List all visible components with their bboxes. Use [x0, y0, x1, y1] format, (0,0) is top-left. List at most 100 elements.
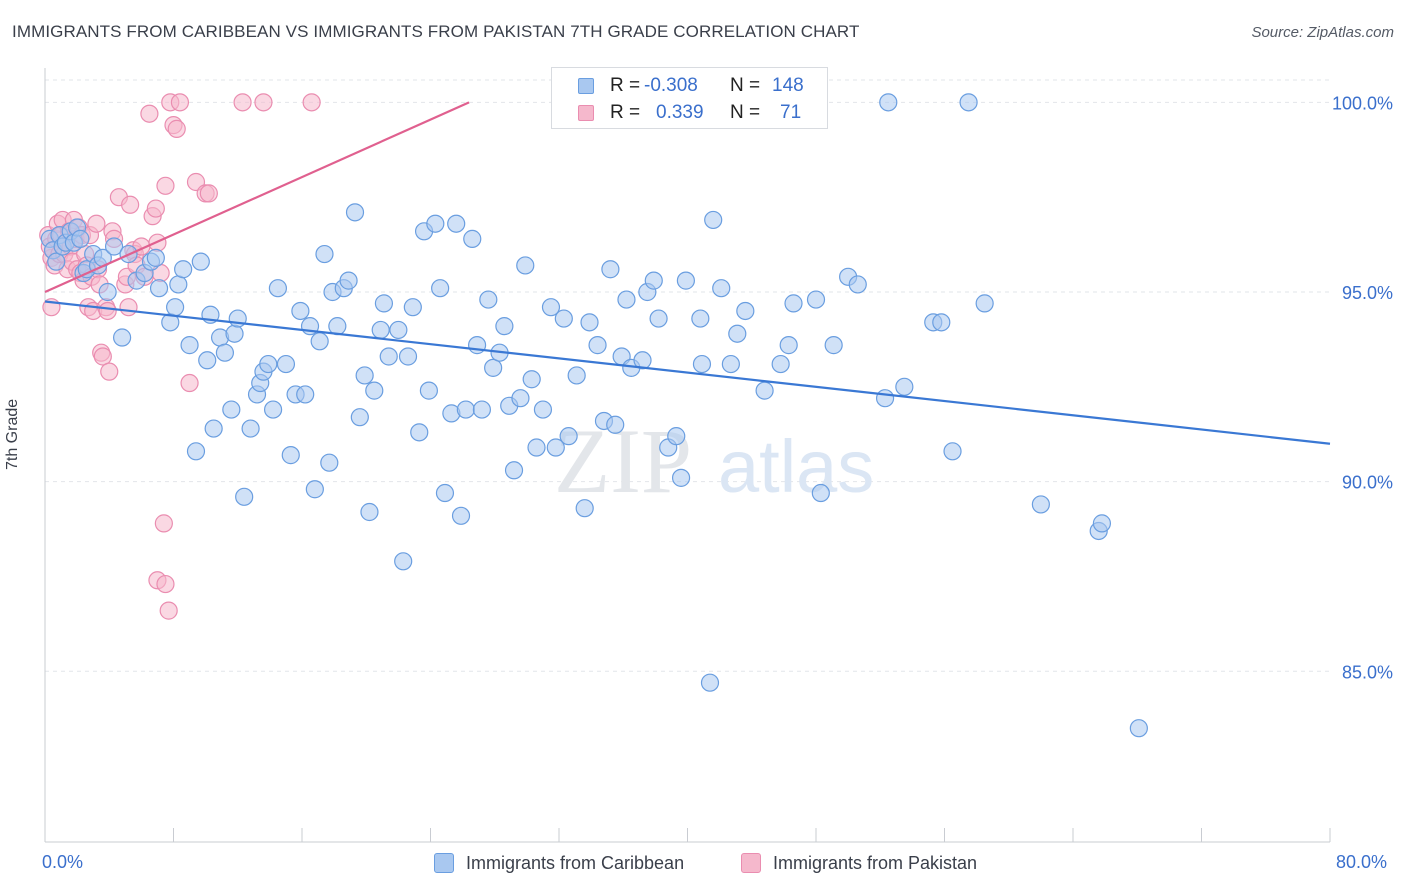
legend-r-label: R =: [610, 75, 641, 96]
caribbean-point-138: [932, 313, 951, 332]
pakistan-point-51: [146, 199, 165, 218]
pakistan-point-33: [93, 347, 112, 366]
axes: [44, 68, 1331, 843]
y-tick-label-95: 95.0%: [1342, 283, 1393, 303]
caribbean-point-96: [533, 400, 553, 419]
grid-lines: [45, 79, 1330, 672]
watermark: ZIP atlas: [554, 410, 874, 512]
caribbean-point-62: [350, 408, 369, 427]
caribbean-point-132: [824, 336, 843, 355]
caribbean-point-113: [644, 271, 663, 290]
pakistan-point-62: [199, 184, 218, 203]
legend-r-value-caribbean: -0.308: [644, 75, 698, 96]
caribbean-point-100: [559, 427, 578, 446]
caribbean-point-129: [784, 294, 803, 313]
y-tick-labels: 85.0% 90.0% 95.0% 100.0%: [1332, 93, 1393, 682]
pakistan-point-35: [98, 301, 117, 321]
caribbean-point-103: [580, 313, 599, 332]
caribbean-point-47: [276, 354, 296, 374]
caribbean-point-139: [943, 442, 962, 461]
caribbean-point-50: [291, 301, 310, 321]
caribbean-trend-line: [44, 300, 1331, 445]
pakistan-point-43: [121, 195, 140, 214]
caribbean-point-31: [198, 351, 217, 370]
caribbean-point-104: [588, 336, 607, 355]
caribbean-point-116: [667, 427, 686, 446]
legend-r-value-pakistan: 0.339: [656, 102, 704, 123]
x-tick-max: 80.0%: [1336, 852, 1388, 872]
caribbean-point-101: [567, 366, 586, 385]
caribbean-point-44: [259, 354, 278, 374]
pakistan-point-68: [159, 601, 178, 620]
caribbean-point-2: [47, 252, 66, 271]
caribbean-point-65: [365, 381, 384, 400]
caribbean-point-123: [721, 354, 740, 374]
caribbean-point-146: [879, 93, 898, 112]
caribbean-point-46: [268, 279, 288, 298]
pakistan-point-58: [170, 93, 190, 112]
caribbean-point-89: [495, 317, 514, 336]
caribbean-point-73: [410, 423, 429, 442]
caribbean-point-25: [166, 298, 185, 317]
caribbean-point-130: [806, 290, 826, 309]
pakistan-trend-line: [44, 101, 470, 294]
pakistan-swatch: [578, 105, 594, 121]
caribbean-point-109: [617, 290, 636, 309]
pakistan-point-57: [167, 119, 186, 138]
pakistan-point-42: [119, 298, 138, 317]
caribbean-point-29: [186, 442, 206, 461]
caribbean-point-66: [371, 320, 390, 340]
caribbean-point-99: [554, 309, 573, 328]
caribbean-point-91: [504, 461, 524, 480]
caribbean-point-128: [779, 336, 798, 355]
pakistan-point-63: [233, 93, 252, 112]
pakistan-legend-swatch: [741, 853, 761, 873]
y-tick-label-100: 100.0%: [1332, 93, 1393, 113]
legend-n-value-caribbean: 148: [772, 75, 804, 96]
caribbean-point-64: [360, 502, 379, 522]
caribbean-point-102: [575, 499, 594, 518]
caribbean-point-53: [305, 480, 324, 499]
caribbean-point-35: [215, 343, 234, 362]
pakistan-points: [39, 93, 321, 620]
pakistan-point-64: [254, 93, 273, 112]
caribbean-point-127: [771, 354, 790, 374]
pakistan-point-59: [180, 373, 199, 393]
caribbean-point-9: [71, 229, 90, 248]
caribbean-point-95: [527, 438, 546, 457]
pakistan-point-67: [156, 574, 175, 594]
caribbean-point-107: [606, 415, 625, 434]
pakistan-point-65: [302, 93, 321, 112]
caribbean-point-40: [241, 419, 260, 438]
caribbean-point-94: [522, 370, 541, 389]
caribbean-point-143: [1092, 514, 1112, 533]
caribbean-point-118: [676, 271, 695, 290]
caribbean-point-111: [633, 351, 652, 370]
caribbean-point-27: [174, 260, 193, 279]
caribbean-point-98: [546, 438, 565, 457]
caribbean-point-22: [146, 248, 165, 267]
caribbean-point-33: [204, 419, 223, 438]
caribbean-point-83: [463, 229, 482, 248]
caribbean-point-87: [484, 358, 503, 377]
caribbean-point-60: [339, 271, 358, 290]
caribbean-point-81: [451, 506, 471, 525]
caribbean-legend-label: Immigrants from Caribbean: [466, 853, 685, 873]
caribbean-point-106: [601, 260, 620, 279]
caribbean-point-86: [479, 290, 498, 309]
caribbean-point-136: [895, 377, 914, 396]
caribbean-point-54: [310, 332, 329, 351]
caribbean-point-55: [315, 244, 334, 264]
chart-title: IMMIGRANTS FROM CARIBBEAN VS IMMIGRANTS …: [12, 22, 860, 41]
caribbean-point-36: [222, 400, 241, 419]
pakistan-point-29: [87, 214, 106, 233]
legend-row-pakistan: R = 0.339 N = 71: [552, 100, 827, 126]
caribbean-point-82: [456, 400, 475, 419]
caribbean-point-78: [435, 483, 455, 503]
pakistan-point-54: [156, 176, 175, 195]
x-tick-min: 0.0%: [42, 852, 84, 872]
caribbean-point-145: [700, 673, 720, 692]
caribbean-point-63: [355, 366, 374, 385]
caribbean-point-144: [1129, 719, 1148, 738]
